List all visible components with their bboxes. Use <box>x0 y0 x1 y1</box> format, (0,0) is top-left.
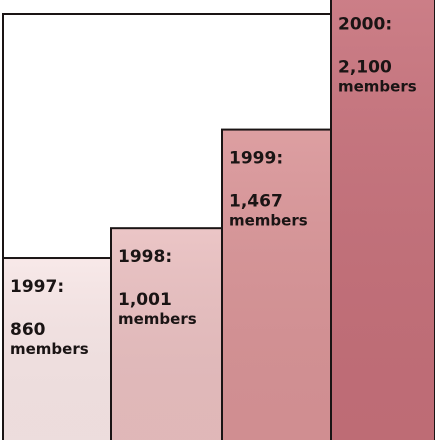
value-label-1998: 1,001 <box>118 290 172 310</box>
value-label-1999: 1,467 <box>229 192 283 212</box>
year-label-1997: 1997: <box>10 277 64 297</box>
labels-group: 1997:860members1998:1,001members1999:1,4… <box>10 15 417 358</box>
bar-shade-1998 <box>112 229 221 440</box>
value-label-2000: 2,100 <box>338 58 392 78</box>
year-label-1999: 1999: <box>229 149 283 169</box>
unit-label-2000: members <box>338 78 417 96</box>
unit-label-1998: members <box>118 310 197 328</box>
bar-shade-1997 <box>4 259 110 440</box>
bar-shade-2000 <box>332 0 434 440</box>
unit-label-1997: members <box>10 340 89 358</box>
year-label-2000: 2000: <box>338 15 392 35</box>
year-label-1998: 1998: <box>118 247 172 267</box>
unit-label-1999: members <box>229 212 308 230</box>
value-label-1997: 860 <box>10 320 46 340</box>
bar-shade-1999 <box>223 130 330 440</box>
